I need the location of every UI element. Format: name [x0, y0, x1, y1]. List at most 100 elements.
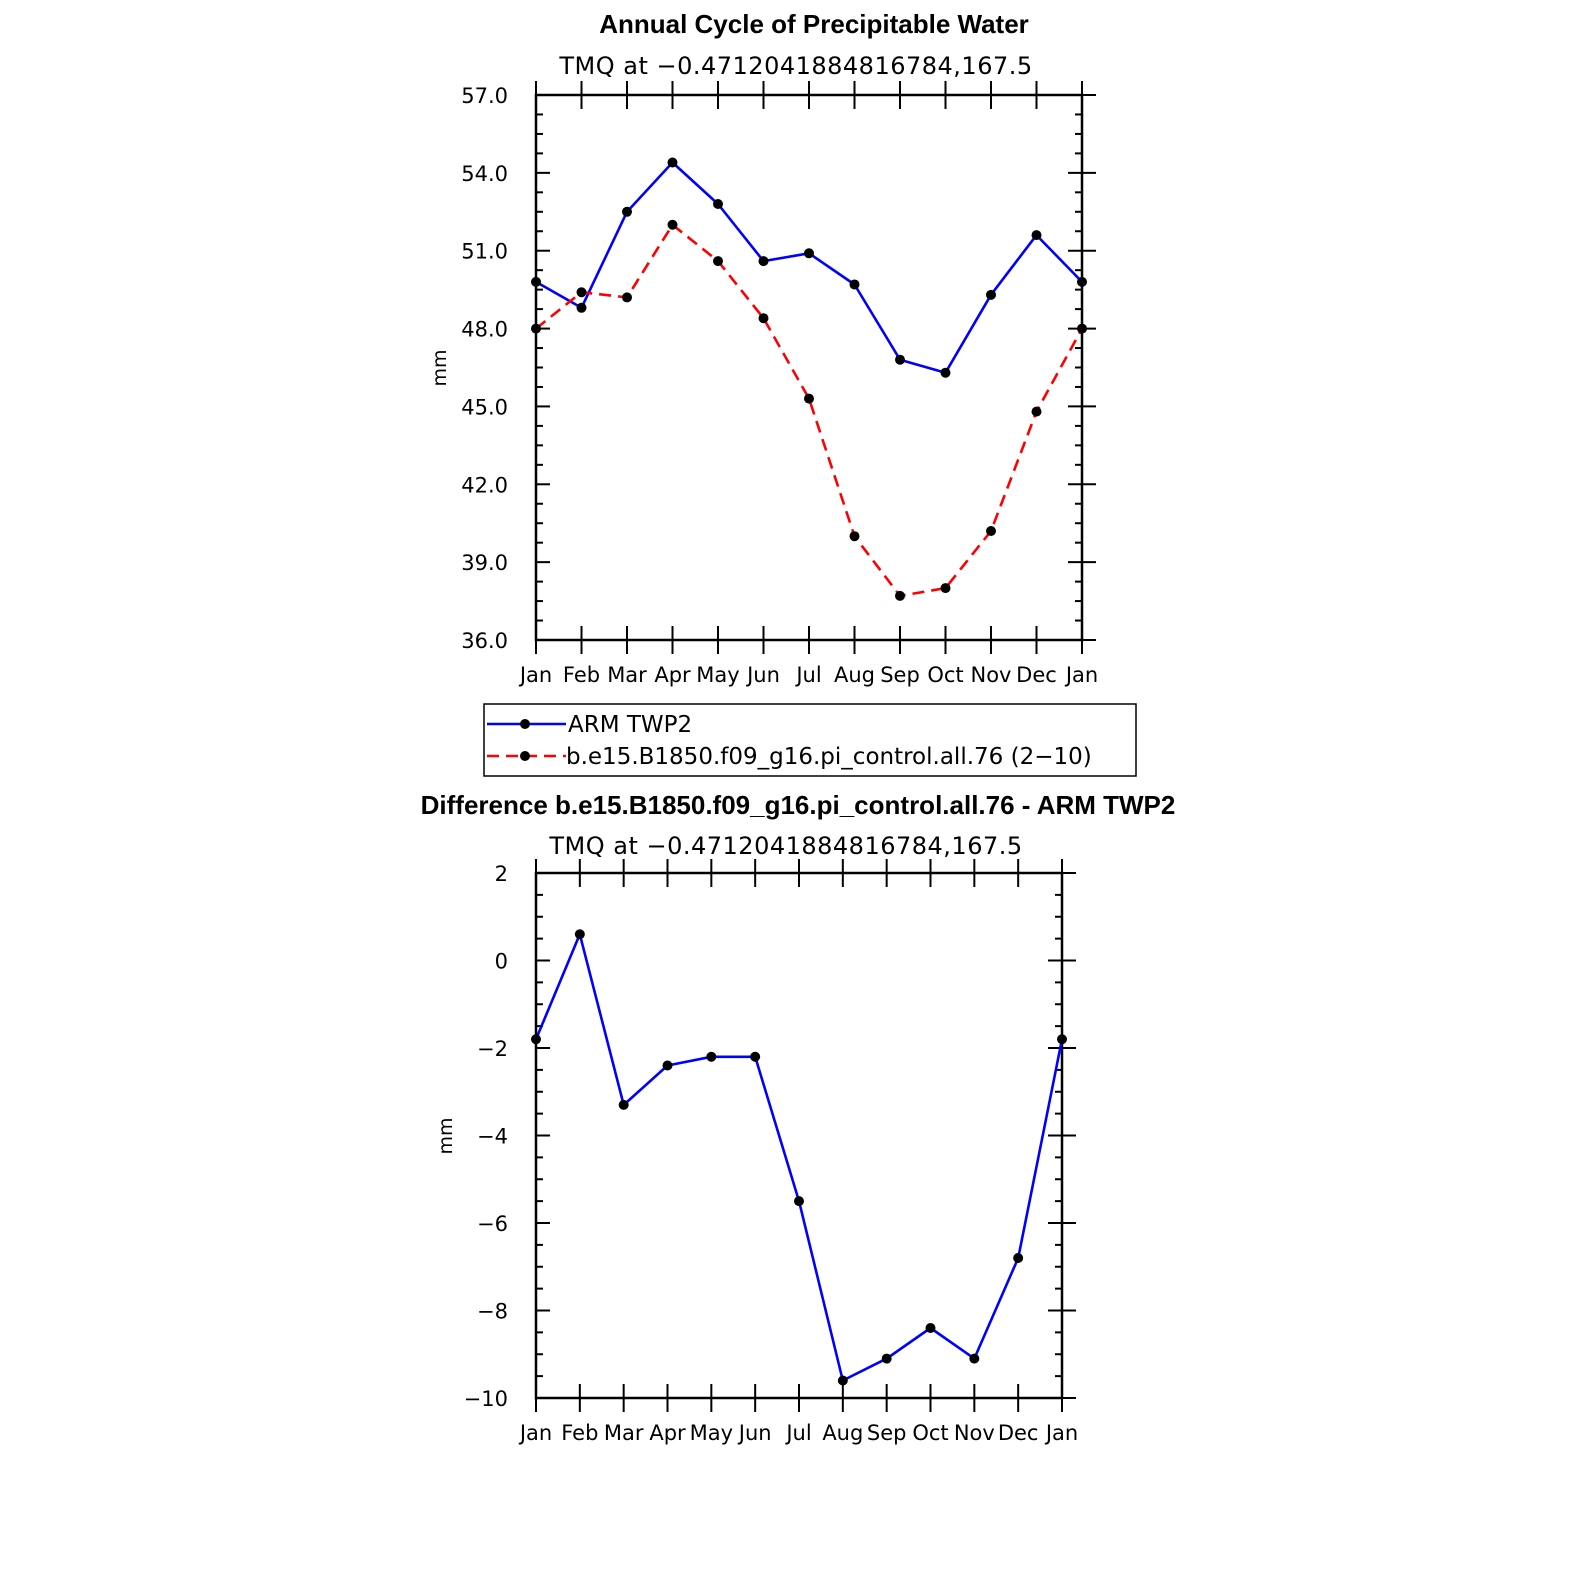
x-tick-label: Apr — [649, 1421, 686, 1445]
data-point — [531, 276, 541, 287]
data-point — [576, 302, 587, 313]
data-point — [758, 256, 769, 267]
x-tick-label: Nov — [971, 663, 1012, 687]
difference-panel: Difference b.e15.B1850.f09_g16.pi_contro… — [421, 790, 1176, 1445]
y-tick-label: −2 — [477, 1037, 508, 1061]
x-tick-label: May — [690, 1421, 733, 1445]
data-point — [1031, 406, 1042, 417]
data-point — [531, 1034, 541, 1045]
data-point — [750, 1051, 761, 1062]
data-point — [576, 287, 587, 298]
y-tick-label: −8 — [477, 1300, 508, 1324]
y-tick-label: 42.0 — [461, 473, 508, 497]
x-tick-label: Sep — [867, 1421, 907, 1445]
data-point — [574, 929, 585, 940]
legend: ARM TWP2 b.e15.B1850.f09_g16.pi_control.… — [483, 703, 1137, 777]
data-point — [895, 354, 905, 365]
data-point — [713, 199, 723, 209]
x-tick-label: Nov — [954, 1421, 995, 1445]
plot-area — [531, 157, 1087, 601]
x-tick-label: Feb — [561, 1421, 598, 1445]
x-tick-label: Oct — [927, 663, 963, 687]
data-point — [804, 393, 814, 404]
plot-area — [531, 929, 1067, 1386]
data-point — [1013, 1253, 1024, 1263]
legend-marker-model — [520, 751, 530, 761]
legend-entry-model: b.e15.B1850.f09_g16.pi_control.all.76 (2… — [487, 744, 1092, 770]
data-point — [662, 1060, 673, 1071]
legend-marker-arm — [520, 719, 530, 729]
axes: 36.0 39.0 42.0 45.0 48.0 51.0 54.0 57.0 Jan Feb Ma… — [461, 81, 1098, 687]
series-line-0 — [535, 161, 1083, 375]
data-point — [622, 206, 632, 217]
data-point — [622, 292, 632, 303]
y-tick-label: −10 — [464, 1387, 508, 1411]
data-point — [531, 323, 541, 334]
data-point — [706, 1051, 717, 1062]
data-point — [1031, 230, 1042, 241]
data-point — [940, 367, 951, 378]
y-axis-label: mm — [429, 349, 451, 386]
x-tick-label: Sep — [880, 663, 920, 687]
series-line-1 — [535, 223, 1084, 598]
data-point — [1077, 276, 1087, 287]
data-point — [895, 590, 905, 601]
x-tick-label: Jun — [745, 663, 780, 687]
x-tick-label: Jul — [784, 1421, 811, 1445]
axes: −10 −8 −6 −4 −2 0 2 Jan Feb Mar Apr May Jun Jul Aug Sep… — [464, 859, 1078, 1445]
x-tick-label: Dec — [1016, 663, 1057, 687]
y-axis-label: mm — [435, 1117, 457, 1154]
y-tick-label: 57.0 — [461, 84, 508, 108]
data-point — [1057, 1034, 1067, 1045]
legend-box — [483, 703, 1137, 777]
data-point — [986, 289, 996, 300]
data-point — [667, 157, 678, 168]
x-tick-label: Apr — [654, 663, 691, 687]
data-point — [849, 279, 860, 290]
chart-subtitle: TMQ at −0.4712041884816784,167.5 — [548, 832, 1022, 860]
data-point — [667, 219, 678, 230]
data-point — [925, 1323, 936, 1333]
chart-subtitle: TMQ at −0.4712041884816784,167.5 — [558, 52, 1032, 80]
y-tick-label: 48.0 — [461, 318, 508, 342]
data-point — [881, 1353, 892, 1364]
legend-entry-arm: ARM TWP2 — [487, 712, 692, 738]
y-tick-label: 54.0 — [461, 162, 508, 186]
chart-title: Annual Cycle of Precipitable Water — [599, 9, 1029, 39]
annual-cycle-panel: Annual Cycle of Precipitable Water TMQ a… — [429, 9, 1137, 777]
y-tick-label: 2 — [495, 862, 508, 886]
x-tick-label: Oct — [912, 1421, 948, 1445]
x-tick-label: Feb — [563, 663, 600, 687]
x-tick-label: Jan — [1064, 663, 1098, 687]
y-tick-label: 45.0 — [461, 395, 508, 419]
y-tick-label: 0 — [495, 950, 508, 974]
chart-title: Difference b.e15.B1850.f09_g16.pi_contro… — [421, 790, 1176, 820]
data-point — [969, 1353, 980, 1364]
x-tick-label: Mar — [607, 663, 647, 687]
data-point — [713, 256, 723, 267]
x-tick-label: Mar — [604, 1421, 644, 1445]
y-tick-label: −4 — [477, 1125, 508, 1149]
legend-label-model: b.e15.B1850.f09_g16.pi_control.all.76 (2… — [566, 744, 1092, 770]
data-point — [758, 313, 769, 324]
y-tick-label: −6 — [477, 1212, 508, 1236]
data-point — [940, 583, 951, 594]
x-tick-label: Aug — [834, 663, 875, 687]
x-tick-label: Jul — [794, 663, 821, 687]
plot-frame — [534, 871, 1064, 1400]
x-tick-label: Aug — [822, 1421, 863, 1445]
data-point — [1077, 323, 1087, 334]
data-point — [837, 1375, 848, 1386]
series-line-0 — [534, 932, 1064, 1382]
legend-label-arm: ARM TWP2 — [568, 712, 692, 738]
x-tick-label: Dec — [998, 1421, 1039, 1445]
plot-frame — [534, 93, 1084, 642]
y-tick-label: 36.0 — [461, 629, 508, 653]
x-tick-label: Jan — [1044, 1421, 1078, 1445]
x-tick-label: Jan — [518, 1421, 552, 1445]
data-point — [794, 1196, 804, 1207]
x-tick-label: Jan — [518, 663, 552, 687]
data-point — [849, 531, 860, 542]
x-tick-label: May — [696, 663, 739, 687]
